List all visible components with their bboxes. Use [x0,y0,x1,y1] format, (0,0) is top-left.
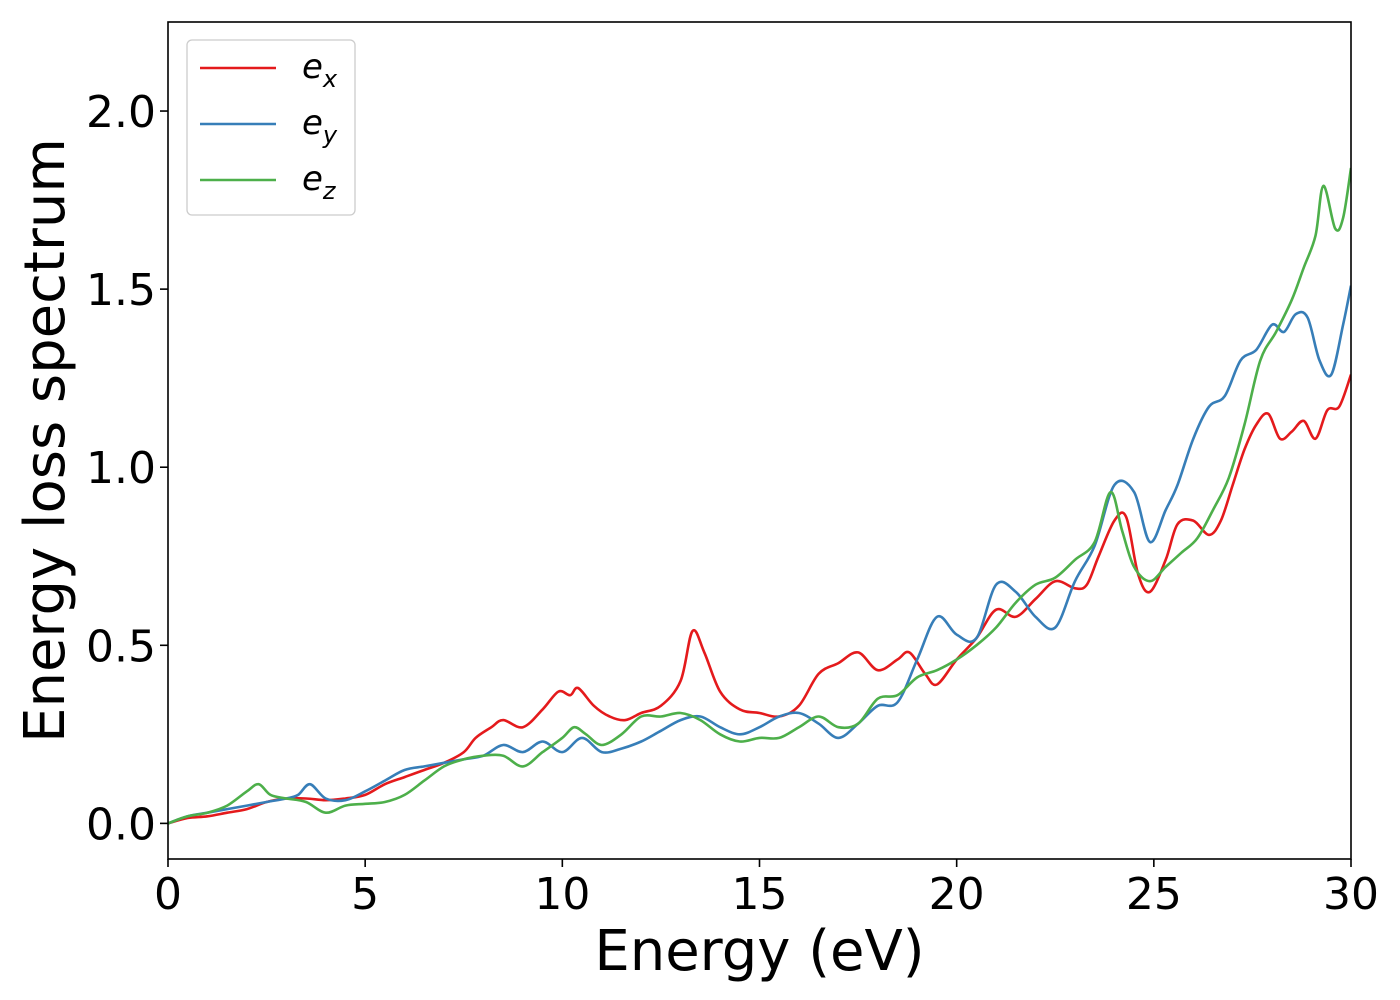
legend-entry-x: ex [200,47,338,93]
x-axis-title: Energy (eV) [594,919,924,984]
y-tick-label: 2.0 [86,87,156,138]
x-tick-label: 15 [732,869,788,920]
legend-label-subscript: x [322,65,338,93]
series-line-z [168,167,1351,825]
x-tick-label: 10 [534,869,590,920]
legend-label-base: e [302,47,323,87]
legend-label-base: e [302,103,323,143]
legend-box [186,39,356,216]
series-line-x [168,374,1351,825]
x-tick-label: 20 [929,869,985,920]
series-line-y [168,285,1351,825]
y-tick-label: 0.5 [86,621,156,672]
y-tick-label: 1.0 [86,443,156,494]
y-axis-title: Energy loss spectrum [13,138,78,743]
y-tick-label: 0.0 [86,799,156,850]
x-tick-label: 0 [154,869,182,920]
legend-label: ey [302,103,338,149]
legend-label: ex [302,47,338,93]
x-axis-ticks: 0 5 10 15 20 25 30 [154,859,1379,920]
legend-entry-z: ez [200,159,337,205]
y-tick-label: 1.5 [86,265,156,316]
y-axis-ticks: 0.0 0.5 1.0 1.5 2.0 [86,87,168,850]
series-layer [168,167,1351,825]
x-tick-label: 25 [1126,869,1182,920]
legend-entry-y: ey [200,103,338,149]
legend-label-subscript: y [322,121,338,149]
x-tick-label: 5 [351,869,379,920]
legend-label-base: e [302,159,323,199]
x-tick-label: 30 [1323,869,1379,920]
legend-label-subscript: z [322,177,337,205]
legend-label: ez [302,159,337,205]
